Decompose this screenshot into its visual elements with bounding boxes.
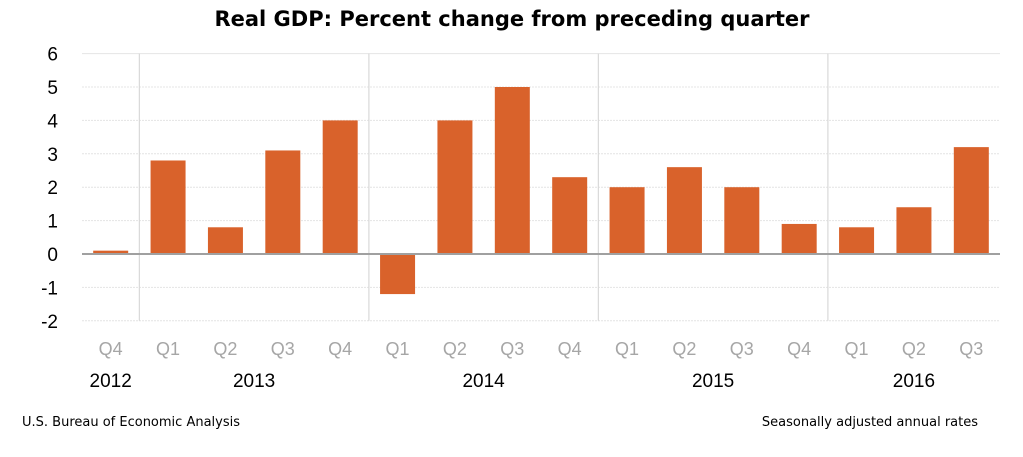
quarter-label: Q1 [845,339,869,359]
quarter-label: Q3 [271,339,295,359]
bar [953,147,989,254]
quarter-label: Q4 [99,339,123,359]
bar [207,227,243,254]
year-label: 2012 [90,371,132,392]
quarter-label: Q1 [156,339,180,359]
y-tick-label: 2 [47,178,58,199]
quarter-label: Q4 [558,339,582,359]
chart-title: Real GDP: Percent change from preceding … [214,7,810,31]
bar [437,120,473,255]
bar [839,227,875,254]
quarter-label: Q3 [959,339,983,359]
year-label: 2016 [893,371,935,392]
quarter-label: Q4 [328,339,352,359]
y-tick-label: 4 [47,111,58,132]
bar [781,223,817,254]
bar [724,187,760,254]
source-note: U.S. Bureau of Economic Analysis [22,415,240,430]
y-tick-label: 0 [47,245,58,266]
bar [93,250,129,254]
bar [494,87,530,254]
y-tick-label: -2 [41,312,58,333]
y-tick-label: 1 [47,212,58,233]
quarter-label: Q3 [730,339,754,359]
y-tick-label: 5 [47,78,58,99]
bar [150,160,186,254]
bar [666,167,702,254]
bar [552,177,588,254]
bar [265,150,301,254]
quarter-label: Q2 [672,339,696,359]
bar [609,187,645,254]
y-tick-label: 3 [47,145,58,166]
y-tick-label: 6 [47,45,58,66]
bar [896,207,932,254]
bar [380,254,416,295]
quarter-label: Q2 [902,339,926,359]
y-tick-label: -1 [41,278,58,299]
year-label: 2014 [462,371,505,392]
quarter-label: Q2 [213,339,237,359]
year-label: 2015 [692,371,734,392]
quarter-label: Q3 [500,339,524,359]
quarter-label: Q4 [787,339,811,359]
quarter-label: Q1 [386,339,410,359]
bar [322,120,358,255]
quarter-label: Q2 [443,339,467,359]
quarter-label: Q1 [615,339,639,359]
rates-note: Seasonally adjusted annual rates [762,415,978,430]
year-label: 2013 [233,371,275,392]
